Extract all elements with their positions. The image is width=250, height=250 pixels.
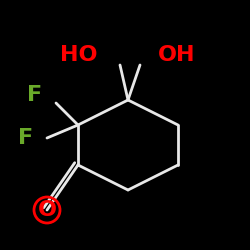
Text: F: F — [18, 128, 33, 148]
Text: F: F — [27, 85, 42, 105]
Text: HO: HO — [60, 45, 98, 65]
Text: O: O — [38, 200, 56, 220]
Text: OH: OH — [158, 45, 196, 65]
